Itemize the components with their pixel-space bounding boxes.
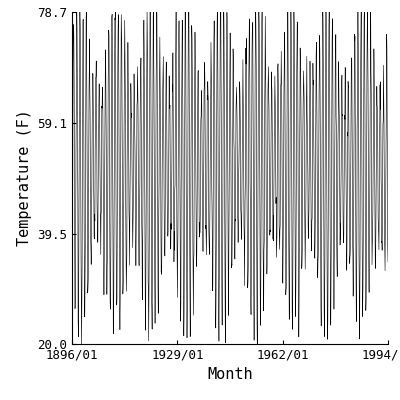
X-axis label: Month: Month [207,368,253,382]
Y-axis label: Temperature (F): Temperature (F) [16,110,32,246]
